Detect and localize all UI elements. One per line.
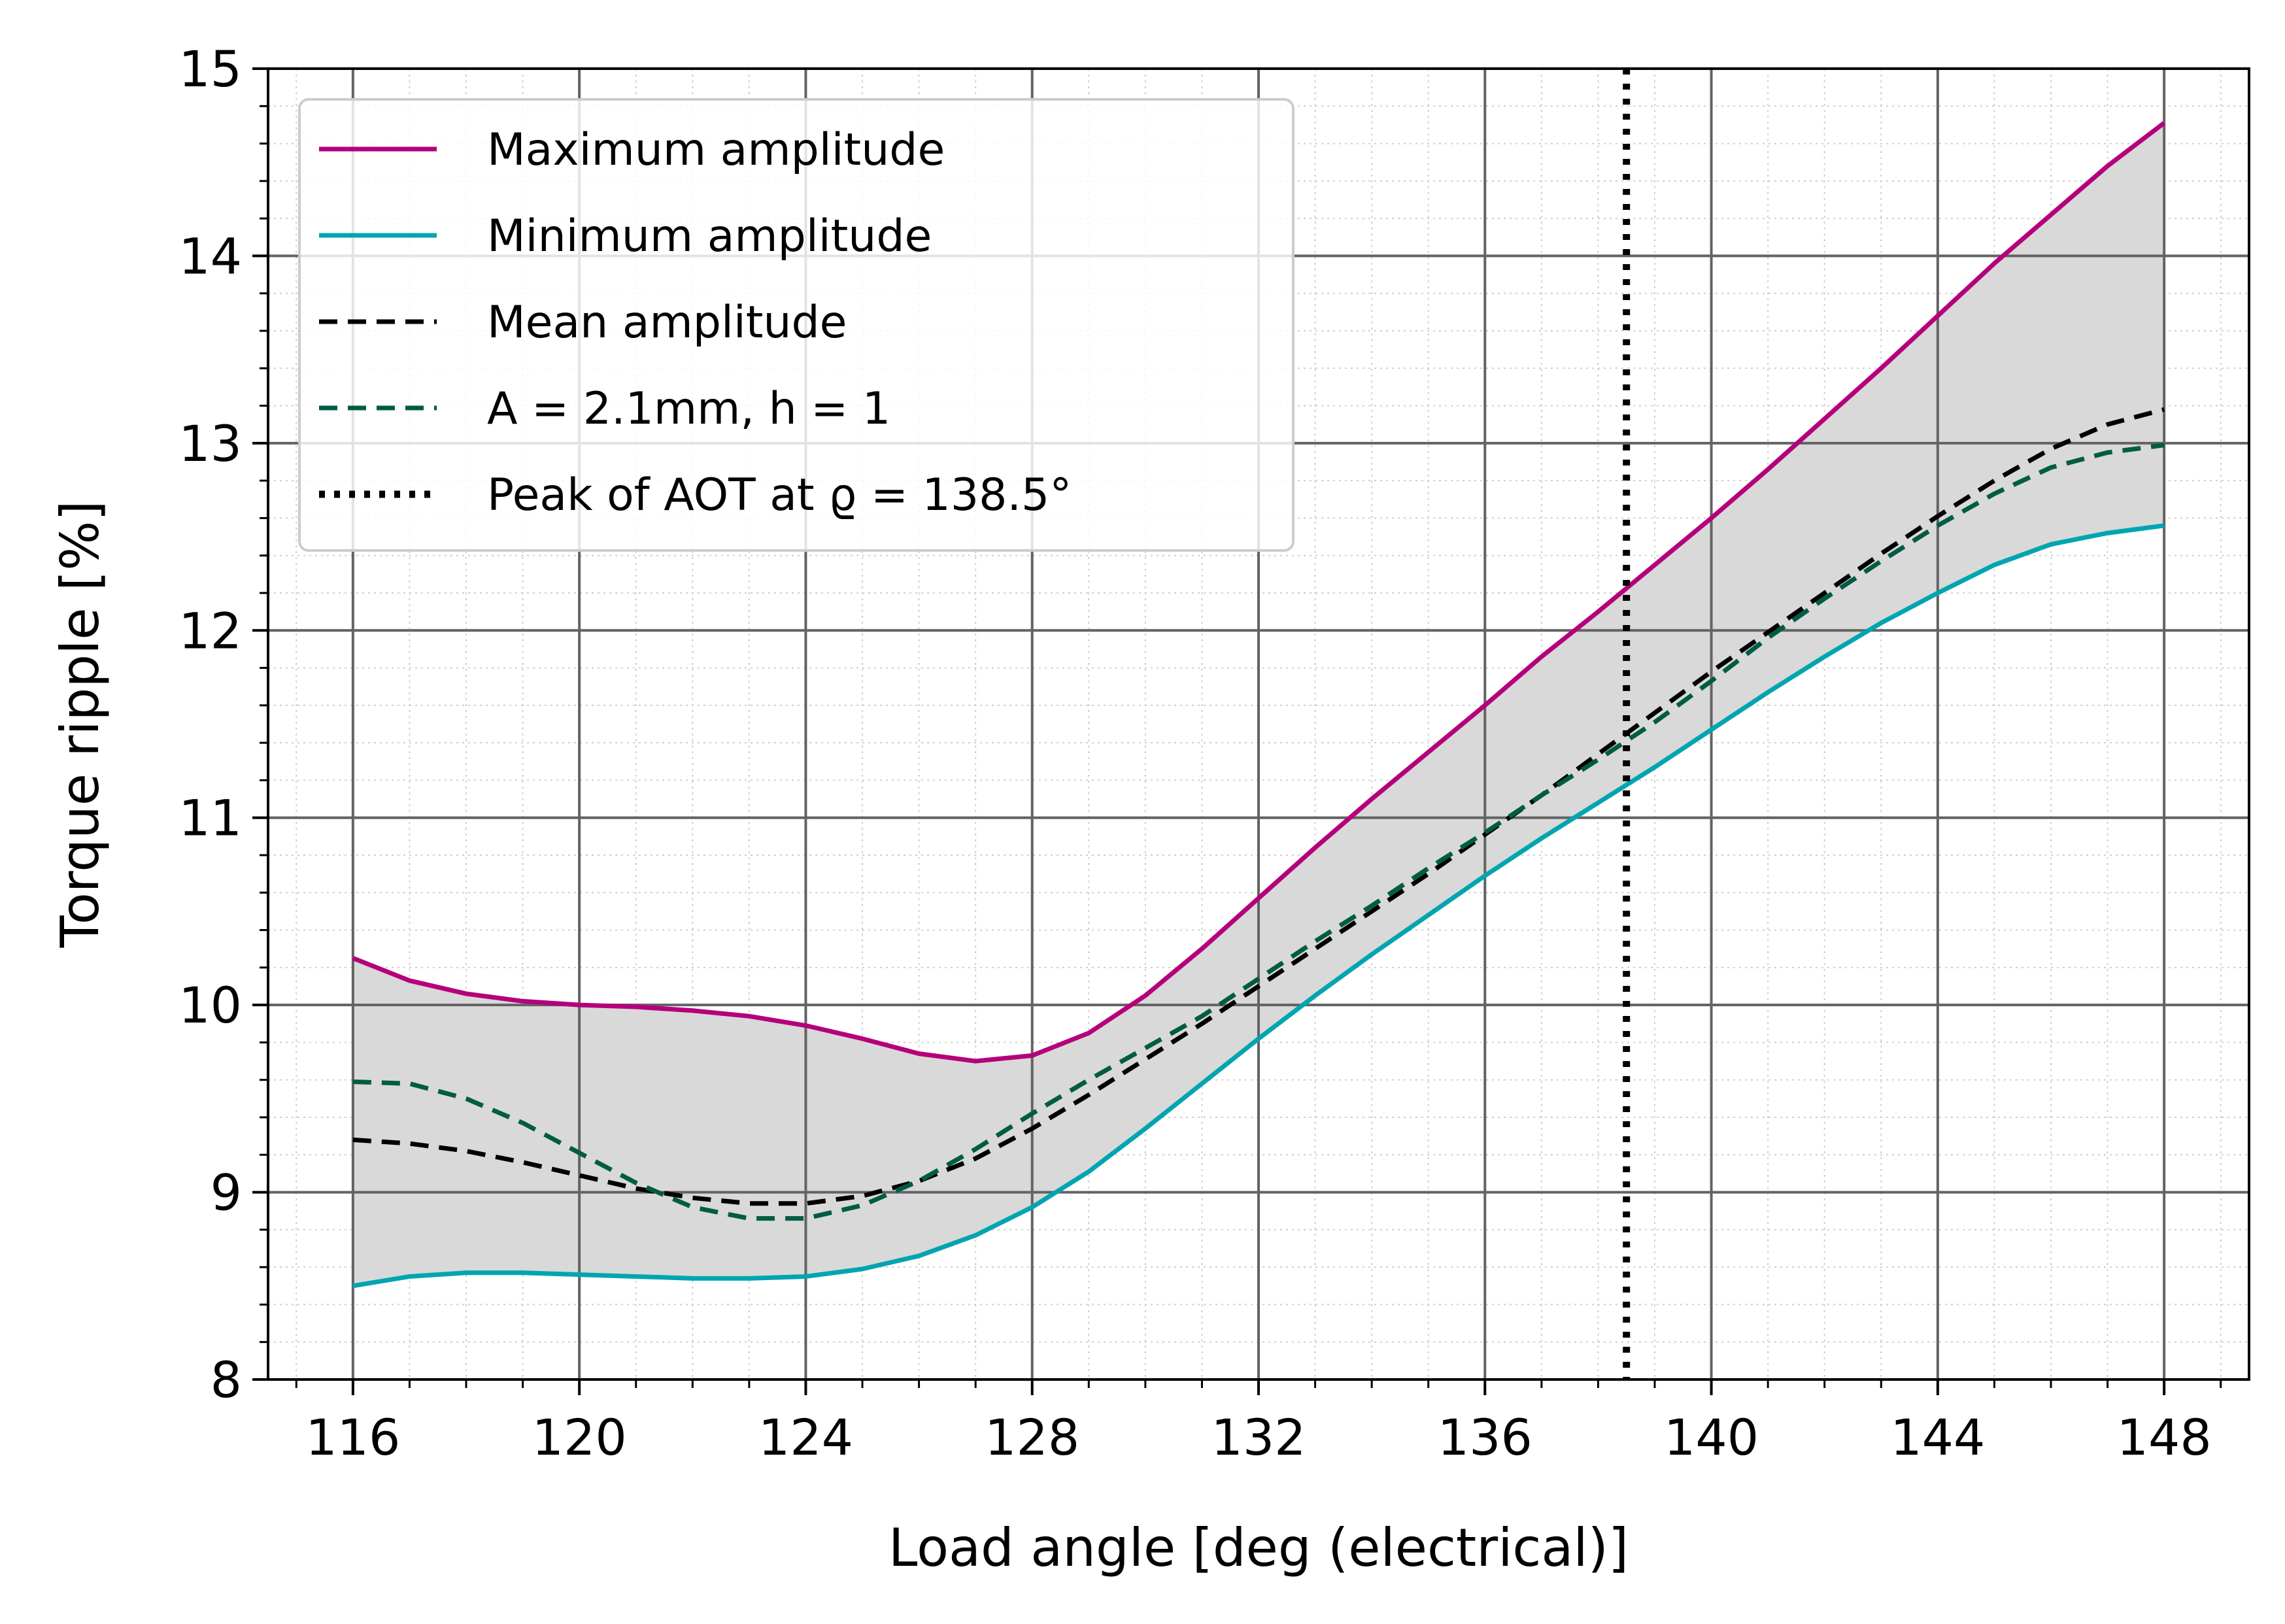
x-tick-label: 124 — [758, 1408, 853, 1466]
legend: Maximum amplitude Minimum amplitude Mean a… — [298, 98, 1295, 552]
fill-between-band — [352, 123, 2165, 1286]
y-tick-label: 11 — [178, 789, 242, 847]
x-tick-label: 132 — [1211, 1408, 1306, 1466]
y-tick-label: 10 — [178, 976, 242, 1034]
x-tick-label: 136 — [1438, 1408, 1532, 1466]
y-tick-label: 8 — [211, 1351, 242, 1409]
y-axis-label: Torque ripple [%] — [50, 501, 110, 949]
x-axis-ticks: 116 120 124 128 132 136 140 144 148 — [295, 1379, 2222, 1466]
y-tick-label: 9 — [211, 1164, 242, 1222]
legend-label-4: Peak of AOT at ϱ = 138.5° — [487, 469, 1072, 521]
series-line-2 — [352, 407, 2165, 1206]
legend-label-1: Minimum amplitude — [487, 211, 932, 262]
y-tick-label: 14 — [178, 227, 242, 285]
x-tick-label: 116 — [305, 1408, 400, 1466]
x-tick-label: 144 — [1890, 1408, 1985, 1466]
x-tick-label: 140 — [1664, 1408, 1759, 1466]
y-axis-ticks: 8 9 10 11 12 13 14 15 — [178, 40, 268, 1409]
series-line-1 — [352, 523, 2165, 1289]
legend-label-2: Mean amplitude — [487, 297, 847, 348]
amplitude-band — [352, 123, 2165, 1286]
series-lines — [352, 121, 2166, 1289]
x-tick-label: 128 — [985, 1408, 1079, 1466]
legend-box — [298, 98, 1295, 552]
y-tick-label: 13 — [178, 414, 242, 473]
x-axis-label: Load angle [deg (electrical)] — [889, 1517, 1629, 1578]
x-tick-label: 148 — [2117, 1408, 2212, 1466]
series-line-0 — [352, 121, 2166, 1064]
legend-label-0: Maximum amplitude — [487, 124, 945, 176]
legend-label-3: A = 2.1mm, h = 1 — [487, 383, 890, 435]
y-tick-label: 15 — [178, 40, 242, 98]
series-line-3 — [352, 443, 2165, 1221]
x-tick-label: 120 — [532, 1408, 627, 1466]
y-tick-label: 12 — [178, 601, 242, 660]
